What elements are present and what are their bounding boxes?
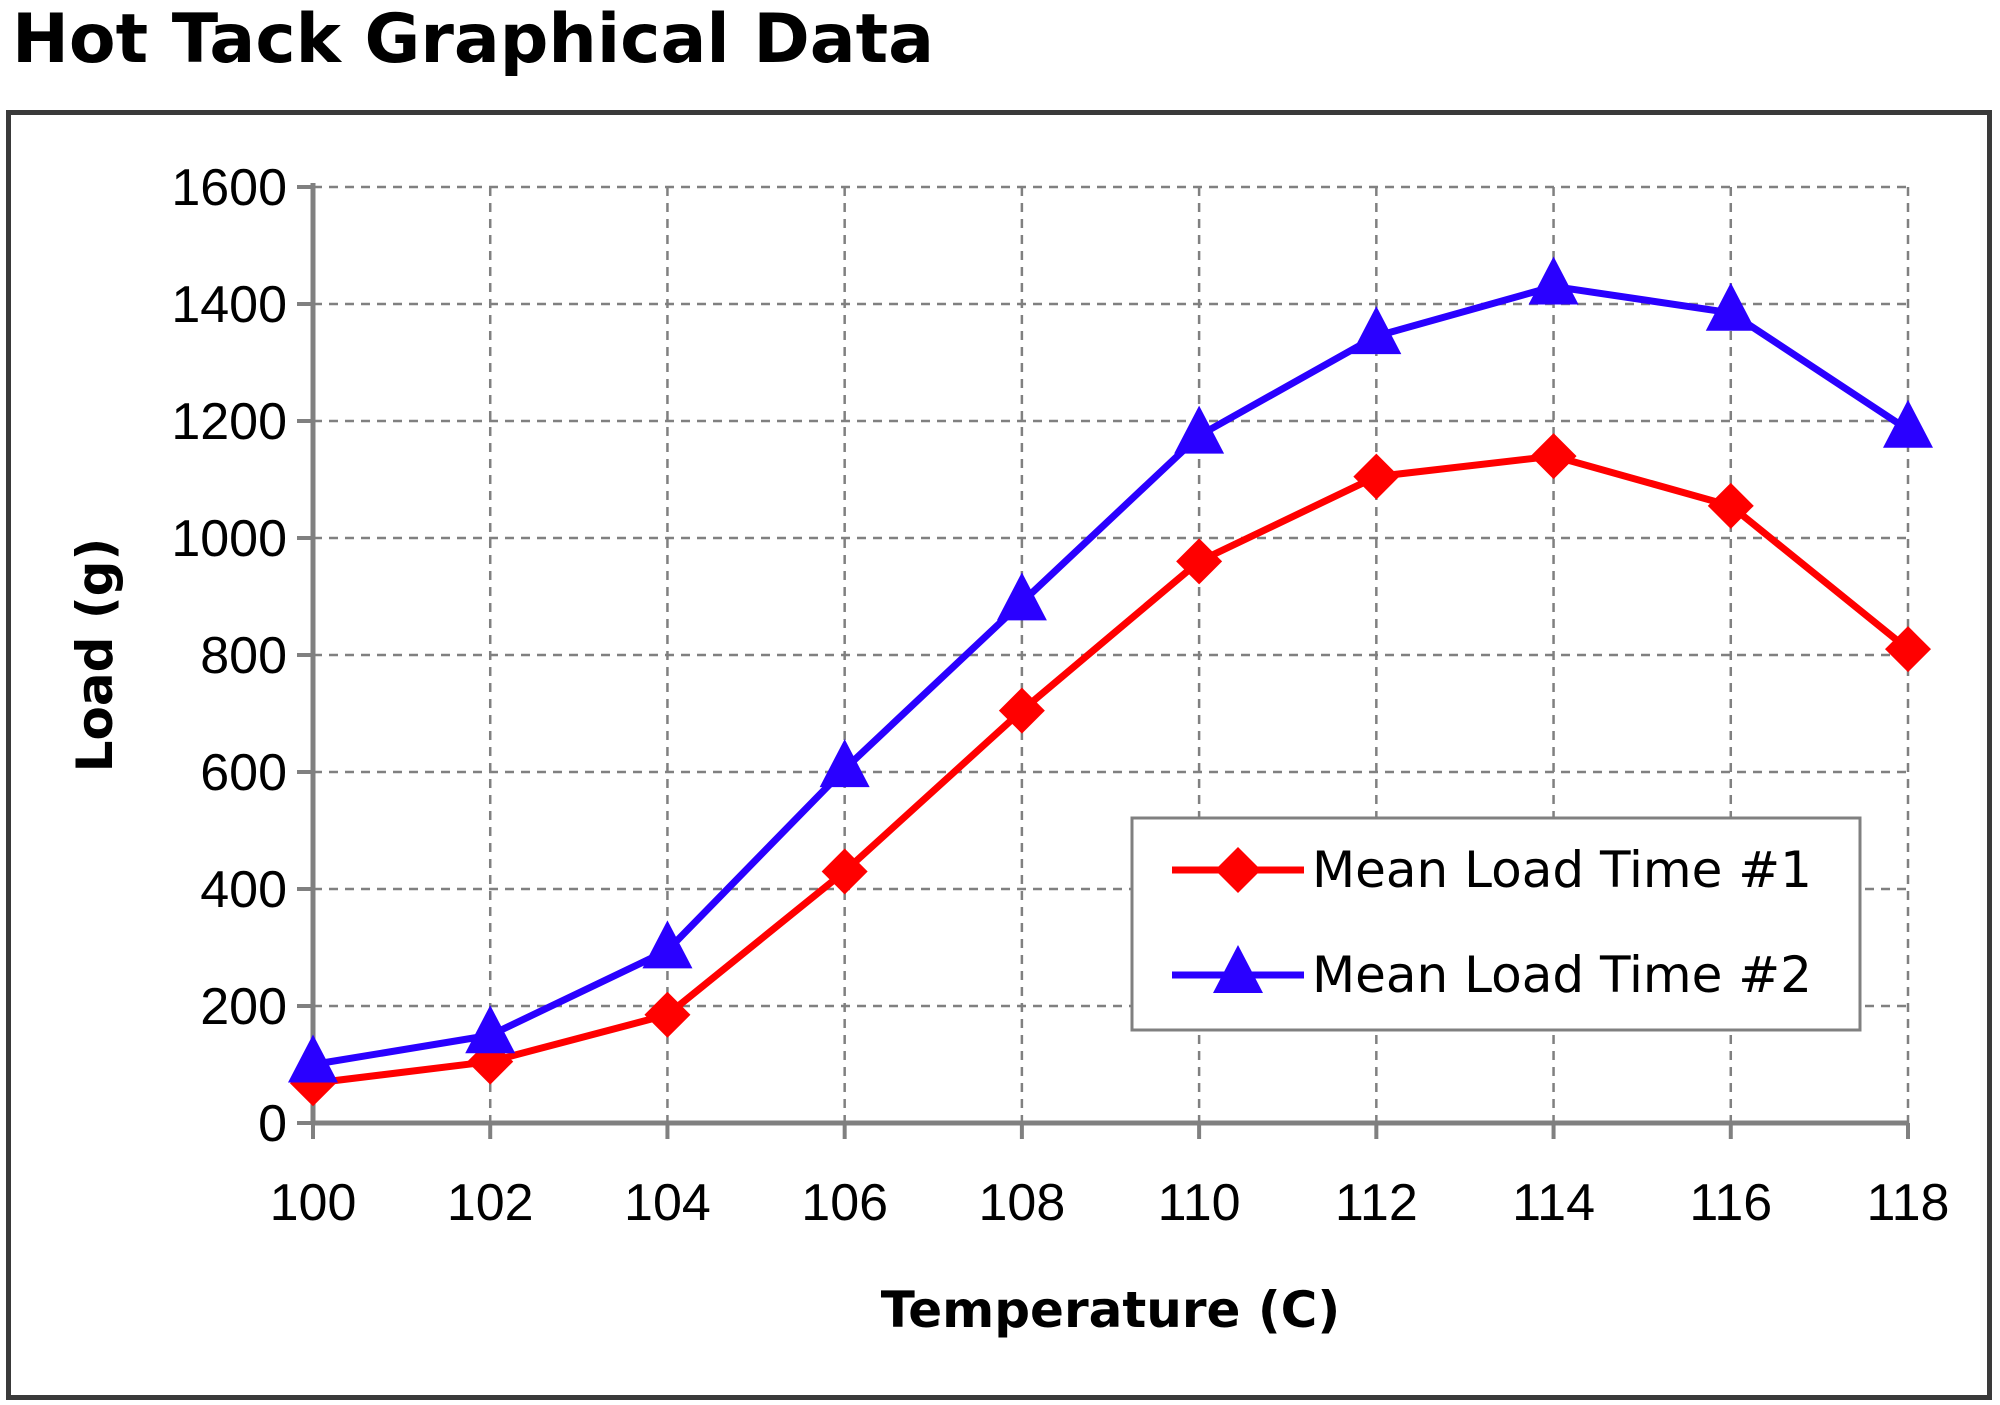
x-tick-label: 104 [624, 1174, 711, 1232]
series-2-point [642, 920, 693, 969]
legend-label: Mean Load Time #1 [1312, 841, 1812, 899]
legend-box [1130, 816, 1862, 1032]
x-tick-label: 102 [447, 1174, 534, 1232]
x-tick-label: 114 [1512, 1174, 1595, 1232]
legend: Mean Load Time #1 Mean Load Time #2 [1130, 816, 1862, 1032]
x-tick-label: 106 [801, 1174, 888, 1232]
y-tick-label: 1400 [171, 276, 287, 334]
series-2-point [465, 1005, 516, 1054]
series-2-point [1351, 306, 1402, 355]
y-tick-label: 1200 [171, 393, 287, 451]
x-tick-label: 118 [1867, 1174, 1950, 1232]
y-tick-label: 600 [200, 744, 287, 802]
series-1-point [821, 848, 868, 895]
series-1-point [998, 687, 1045, 734]
series-1-point [644, 991, 691, 1038]
series-1-point [1530, 433, 1577, 480]
x-tick-label: 112 [1335, 1174, 1418, 1232]
series-2-point [1883, 399, 1933, 448]
x-tick-label: 108 [979, 1174, 1066, 1232]
series-2-point [288, 1034, 338, 1083]
x-tick-label: 116 [1689, 1174, 1772, 1232]
series-line-1 [312, 452, 1911, 1087]
y-tick-label: 800 [200, 627, 287, 685]
legend-swatch-marker [1215, 847, 1261, 893]
series-1-point [1885, 626, 1931, 673]
y-axis-title: Load (g) [66, 538, 124, 773]
series-2-point [1705, 282, 1756, 331]
x-tick-label: 100 [270, 1174, 357, 1232]
series-2-point [1528, 256, 1579, 305]
y-tick-label: 1000 [171, 510, 287, 568]
y-tick-label: 400 [200, 861, 287, 919]
series-1-point [1707, 482, 1754, 529]
legend-swatch-marker [1213, 945, 1263, 993]
legend-label: Mean Load Time #2 [1312, 946, 1812, 1004]
x-axis-title: Temperature (C) [881, 1281, 1340, 1339]
series-2-point [1174, 405, 1225, 454]
series-line-2 [312, 282, 1910, 1068]
y-tick-label: 200 [200, 978, 287, 1036]
series-1-point [1176, 538, 1223, 585]
axis-layer: 0 200 400 600 800 1000 1200 1400 1600 100 102 104 10… [171, 159, 1949, 1232]
x-tick-label: 110 [1158, 1174, 1241, 1232]
series-2-point [996, 572, 1047, 621]
series-1-point [1353, 453, 1400, 500]
y-tick-label: 0 [258, 1095, 287, 1153]
y-tick-label: 1600 [171, 159, 287, 217]
series-2-point [819, 739, 870, 788]
series-layer [288, 256, 1933, 1107]
page-title: Hot Tack Graphical Data [12, 0, 935, 79]
chart-frame [6, 110, 1992, 1400]
